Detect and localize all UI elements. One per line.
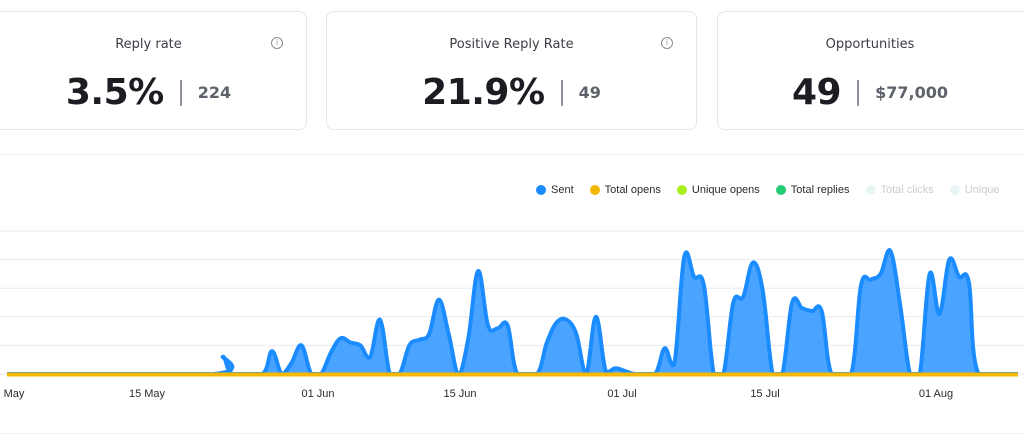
card-title: Reply rate [115, 37, 182, 52]
x-tick-label: 01 Aug [919, 388, 953, 400]
legend-item-total-replies[interactable]: Total replies [775, 184, 850, 196]
legend-dot [865, 185, 876, 195]
legend-label: Unique opens [691, 184, 760, 196]
legend-label: Total clicks [880, 184, 934, 196]
panel-divider [0, 154, 1024, 155]
chart-legend: Sent Total opens Unique opens Total repl… [536, 184, 1016, 196]
x-tick-label: 01 Jun [301, 388, 334, 400]
metric-value: 49 [792, 72, 842, 113]
legend-item-sent[interactable]: Sent [536, 184, 574, 196]
card-title: Positive Reply Rate [449, 37, 574, 52]
legend-item-unique-opens[interactable]: Unique opens [676, 184, 760, 196]
legend-item-unique[interactable]: Unique [949, 184, 1000, 196]
metric-row: 49 $77,000 [718, 72, 1022, 113]
reply-rate-card: Reply rate i 3.5% 224 [0, 11, 307, 130]
divider [560, 79, 563, 106]
legend-dot [676, 185, 687, 195]
legend-label: Unique [964, 184, 1000, 196]
info-icon[interactable]: i [661, 37, 673, 49]
legend-dot [589, 185, 600, 195]
x-tick-label: 15 May [129, 388, 166, 400]
chart-series [6, 248, 1019, 377]
positive-reply-rate-card: Positive Reply Rate i 21.9% 49 [326, 11, 697, 130]
legend-label: Total replies [790, 184, 850, 196]
divider [857, 79, 860, 106]
metric-row: 3.5% 224 [0, 72, 306, 113]
series-line-sent [6, 248, 1019, 377]
legend-dot [949, 185, 960, 195]
legend-label: Sent [551, 184, 574, 196]
x-axis: May 15 May 01 Jun 15 Jun 01 Jul 15 Jul 01 Aug [4, 388, 954, 400]
metric-secondary: 49 [578, 83, 601, 102]
legend-dot [536, 185, 546, 195]
legend-item-total-opens[interactable]: Total opens [589, 184, 661, 196]
legend-label: Total opens [604, 184, 661, 196]
panel-bottom-divider [0, 433, 1024, 434]
x-tick-label: 01 Jul [607, 388, 636, 400]
x-tick-label: 15 Jun [443, 388, 476, 400]
info-icon[interactable]: i [271, 37, 283, 49]
metric-secondary: 224 [197, 83, 232, 102]
opportunities-card: Opportunities 49 $77,000 [717, 11, 1024, 130]
legend-dot [775, 185, 786, 195]
metric-value: 3.5% [65, 72, 164, 113]
x-tick-label: 15 Jul [750, 388, 779, 400]
series-area-sent [7, 250, 1018, 374]
metric-value: 21.9% [422, 72, 545, 113]
metric-row: 21.9% 49 [327, 72, 696, 113]
legend-item-total-clicks[interactable]: Total clicks [865, 184, 934, 196]
card-title: Opportunities [825, 37, 915, 52]
x-tick-label: May [4, 388, 25, 400]
metric-secondary: $77,000 [875, 83, 948, 102]
divider [179, 79, 182, 106]
